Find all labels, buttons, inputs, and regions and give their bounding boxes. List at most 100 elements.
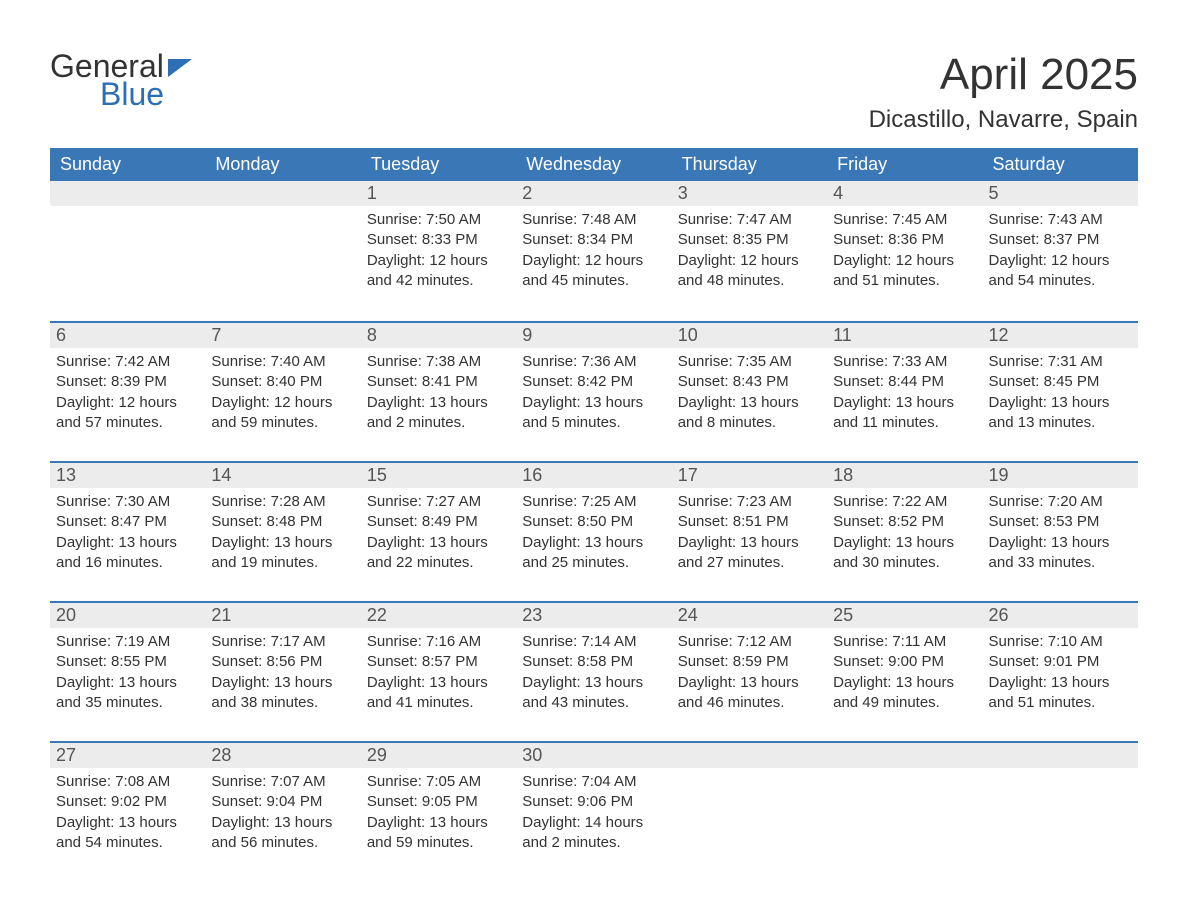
day-number: 19 [983,463,1138,488]
day-cell: 3Sunrise: 7:47 AMSunset: 8:35 PMDaylight… [672,181,827,309]
day-number [983,743,1138,768]
days-of-week-header: SundayMondayTuesdayWednesdayThursdayFrid… [50,148,1138,181]
day-body: Sunrise: 7:36 AMSunset: 8:42 PMDaylight:… [522,352,665,433]
sunset-line: Sunset: 8:41 PM [367,372,510,392]
sunset-line: Sunset: 8:42 PM [522,372,665,392]
day-cell: 2Sunrise: 7:48 AMSunset: 8:34 PMDaylight… [516,181,671,309]
daylight-line: Daylight: 13 hours and 5 minutes. [522,393,665,434]
day-number: 30 [516,743,671,768]
sunrise-line: Sunrise: 7:10 AM [989,632,1132,652]
sunset-line: Sunset: 8:59 PM [678,652,821,672]
day-body: Sunrise: 7:25 AMSunset: 8:50 PMDaylight:… [522,492,665,573]
day-number: 16 [516,463,671,488]
sunset-line: Sunset: 9:01 PM [989,652,1132,672]
sunset-line: Sunset: 8:45 PM [989,372,1132,392]
sunrise-line: Sunrise: 7:11 AM [833,632,976,652]
sunrise-line: Sunrise: 7:14 AM [522,632,665,652]
daylight-line: Daylight: 12 hours and 54 minutes. [989,251,1132,292]
day-body: Sunrise: 7:22 AMSunset: 8:52 PMDaylight:… [833,492,976,573]
day-number: 12 [983,323,1138,348]
day-body: Sunrise: 7:20 AMSunset: 8:53 PMDaylight:… [989,492,1132,573]
day-number: 18 [827,463,982,488]
day-body: Sunrise: 7:23 AMSunset: 8:51 PMDaylight:… [678,492,821,573]
day-cell: 27Sunrise: 7:08 AMSunset: 9:02 PMDayligh… [50,743,205,869]
sunset-line: Sunset: 8:43 PM [678,372,821,392]
day-cell: 22Sunrise: 7:16 AMSunset: 8:57 PMDayligh… [361,603,516,729]
day-cell: 21Sunrise: 7:17 AMSunset: 8:56 PMDayligh… [205,603,360,729]
logo: General Blue [50,50,192,110]
day-body: Sunrise: 7:35 AMSunset: 8:43 PMDaylight:… [678,352,821,433]
daylight-line: Daylight: 12 hours and 59 minutes. [211,393,354,434]
day-body: Sunrise: 7:16 AMSunset: 8:57 PMDaylight:… [367,632,510,713]
day-number: 15 [361,463,516,488]
daylight-line: Daylight: 13 hours and 13 minutes. [989,393,1132,434]
sunrise-line: Sunrise: 7:35 AM [678,352,821,372]
day-body: Sunrise: 7:12 AMSunset: 8:59 PMDaylight:… [678,632,821,713]
sunset-line: Sunset: 9:02 PM [56,792,199,812]
sunrise-line: Sunrise: 7:05 AM [367,772,510,792]
sunset-line: Sunset: 8:53 PM [989,512,1132,532]
day-body: Sunrise: 7:38 AMSunset: 8:41 PMDaylight:… [367,352,510,433]
day-body: Sunrise: 7:40 AMSunset: 8:40 PMDaylight:… [211,352,354,433]
day-cell [983,743,1138,869]
sunrise-line: Sunrise: 7:30 AM [56,492,199,512]
sunrise-line: Sunrise: 7:17 AM [211,632,354,652]
sunrise-line: Sunrise: 7:19 AM [56,632,199,652]
sunset-line: Sunset: 9:04 PM [211,792,354,812]
week-row: 6Sunrise: 7:42 AMSunset: 8:39 PMDaylight… [50,321,1138,449]
daylight-line: Daylight: 13 hours and 22 minutes. [367,533,510,574]
day-cell: 17Sunrise: 7:23 AMSunset: 8:51 PMDayligh… [672,463,827,589]
sunrise-line: Sunrise: 7:12 AM [678,632,821,652]
day-body: Sunrise: 7:48 AMSunset: 8:34 PMDaylight:… [522,210,665,291]
day-number: 4 [827,181,982,206]
week-row: 1Sunrise: 7:50 AMSunset: 8:33 PMDaylight… [50,181,1138,309]
day-number: 1 [361,181,516,206]
sunset-line: Sunset: 8:36 PM [833,230,976,250]
day-cell: 5Sunrise: 7:43 AMSunset: 8:37 PMDaylight… [983,181,1138,309]
sunset-line: Sunset: 8:56 PM [211,652,354,672]
day-number: 8 [361,323,516,348]
daylight-line: Daylight: 12 hours and 51 minutes. [833,251,976,292]
day-body: Sunrise: 7:30 AMSunset: 8:47 PMDaylight:… [56,492,199,573]
day-body: Sunrise: 7:07 AMSunset: 9:04 PMDaylight:… [211,772,354,853]
daylight-line: Daylight: 13 hours and 46 minutes. [678,673,821,714]
sunrise-line: Sunrise: 7:47 AM [678,210,821,230]
day-cell: 13 Sunrise: 7:30 AMSunset: 8:47 PMDayligh… [50,463,205,589]
daylight-line: Daylight: 13 hours and 11 minutes. [833,393,976,434]
day-body: Sunrise: 7:28 AMSunset: 8:48 PMDaylight:… [211,492,354,573]
day-cell: 28Sunrise: 7:07 AMSunset: 9:04 PMDayligh… [205,743,360,869]
day-cell: 23Sunrise: 7:14 AMSunset: 8:58 PMDayligh… [516,603,671,729]
sunrise-line: Sunrise: 7:45 AM [833,210,976,230]
day-cell: 25Sunrise: 7:11 AMSunset: 9:00 PMDayligh… [827,603,982,729]
day-number: 24 [672,603,827,628]
calendar: SundayMondayTuesdayWednesdayThursdayFrid… [50,148,1138,869]
sunrise-line: Sunrise: 7:20 AM [989,492,1132,512]
day-cell: 29Sunrise: 7:05 AMSunset: 9:05 PMDayligh… [361,743,516,869]
day-cell: 4 Sunrise: 7:45 AMSunset: 8:36 PMDaylight… [827,181,982,309]
day-cell [827,743,982,869]
daylight-line: Daylight: 13 hours and 30 minutes. [833,533,976,574]
sunset-line: Sunset: 8:57 PM [367,652,510,672]
daylight-line: Daylight: 12 hours and 42 minutes. [367,251,510,292]
day-number: 13 [50,463,205,488]
day-cell [672,743,827,869]
sunset-line: Sunset: 8:48 PM [211,512,354,532]
day-body: Sunrise: 7:33 AMSunset: 8:44 PMDaylight:… [833,352,976,433]
day-cell [50,181,205,309]
daylight-line: Daylight: 13 hours and 16 minutes. [56,533,199,574]
dow-cell: Tuesday [361,148,516,181]
dow-cell: Wednesday [516,148,671,181]
daylight-line: Daylight: 13 hours and 43 minutes. [522,673,665,714]
day-cell: 15Sunrise: 7:27 AMSunset: 8:49 PMDayligh… [361,463,516,589]
day-body: Sunrise: 7:17 AMSunset: 8:56 PMDaylight:… [211,632,354,713]
day-cell: 20Sunrise: 7:19 AMSunset: 8:55 PMDayligh… [50,603,205,729]
dow-cell: Saturday [983,148,1138,181]
sunrise-line: Sunrise: 7:16 AM [367,632,510,652]
sunrise-line: Sunrise: 7:40 AM [211,352,354,372]
sunrise-line: Sunrise: 7:25 AM [522,492,665,512]
day-number [50,181,205,206]
day-cell [205,181,360,309]
day-cell: 24 Sunrise: 7:12 AMSunset: 8:59 PMDayligh… [672,603,827,729]
day-body: Sunrise: 7:19 AMSunset: 8:55 PMDaylight:… [56,632,199,713]
sunrise-line: Sunrise: 7:36 AM [522,352,665,372]
